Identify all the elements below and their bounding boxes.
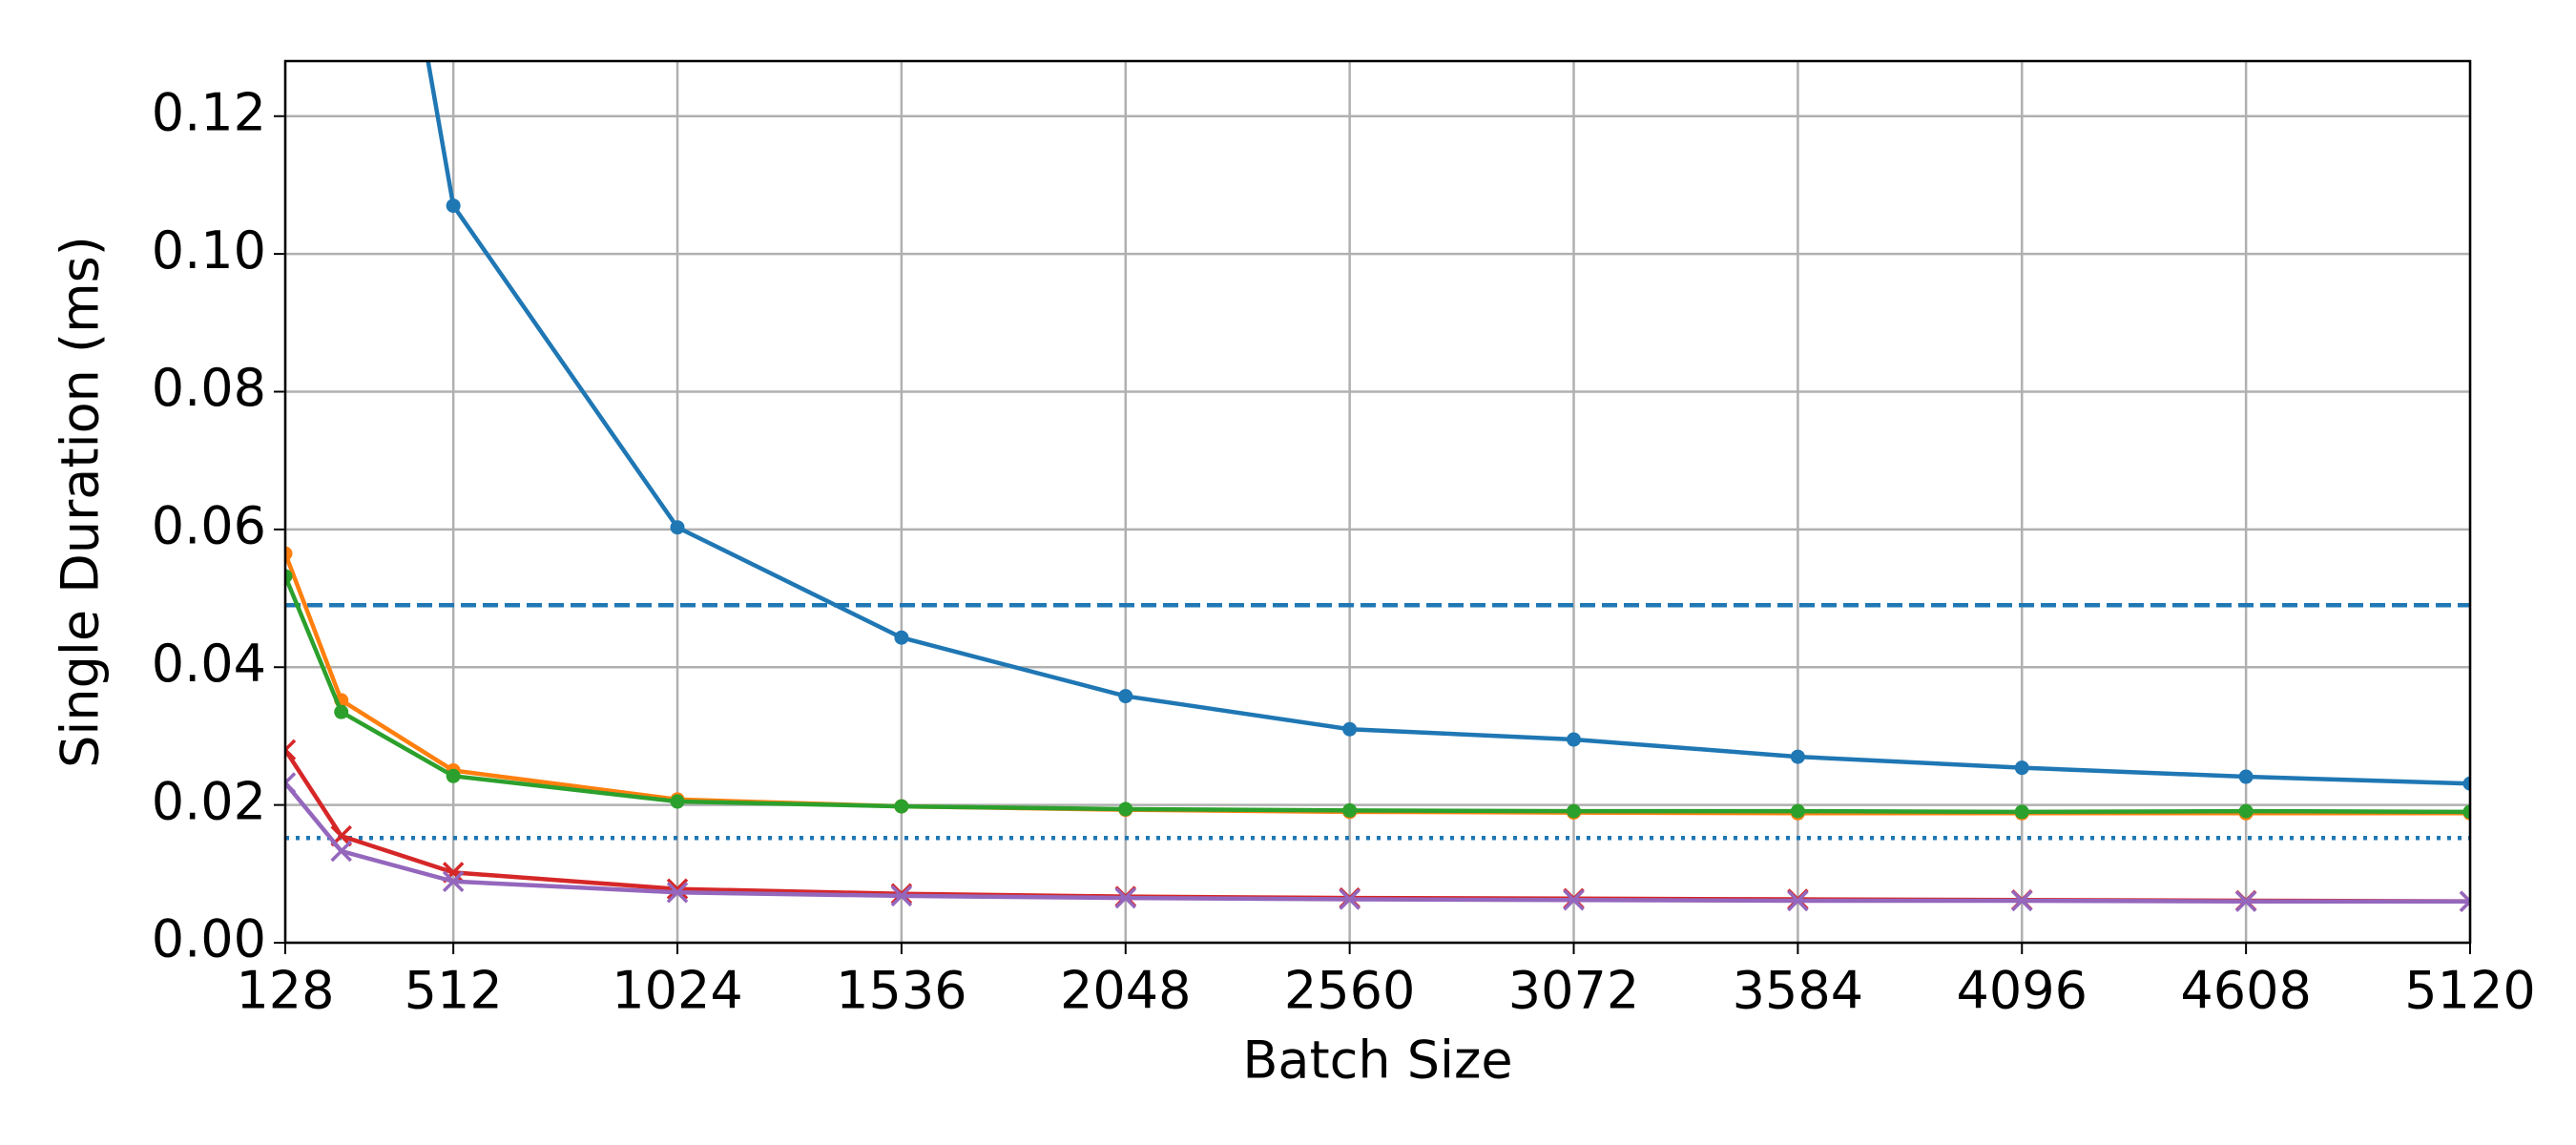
point-marker	[670, 794, 685, 809]
point-marker	[1114, 886, 1137, 909]
x-tick-label: 2048	[1060, 961, 1191, 1021]
x-tick-label: 3072	[1508, 961, 1639, 1021]
point-marker	[894, 799, 909, 814]
plot-area	[285, 61, 2470, 912]
point-marker	[1563, 889, 1585, 911]
point-marker	[2014, 804, 2029, 820]
point-marker	[2238, 769, 2254, 784]
y-tick-label: 0.02	[152, 771, 266, 831]
point-marker	[666, 882, 689, 904]
x-tick-label: 4608	[2180, 961, 2311, 1021]
point-marker	[894, 630, 909, 645]
point-marker	[1567, 803, 1582, 819]
point-marker	[890, 885, 913, 907]
point-marker	[1118, 689, 1133, 704]
x-tick-label: 1536	[836, 961, 966, 1021]
plot-frame	[283, 59, 2472, 945]
point-marker	[1342, 802, 1358, 818]
point-marker	[334, 704, 349, 719]
point-marker	[2014, 760, 2029, 776]
point-marker	[2238, 803, 2254, 819]
series-line	[285, 575, 2470, 815]
point-marker	[1567, 732, 1582, 747]
point-marker	[285, 772, 297, 794]
y-tick-label: 0.12	[152, 82, 266, 142]
point-marker	[285, 569, 293, 584]
point-marker	[2462, 776, 2470, 791]
point-marker	[1339, 888, 1361, 910]
series-line	[426, 61, 2470, 786]
point-marker	[446, 198, 461, 214]
point-marker	[2462, 804, 2470, 820]
point-marker	[1118, 802, 1133, 817]
x-tick-label: 512	[405, 961, 503, 1021]
x-tick-label: 128	[236, 961, 334, 1021]
y-tick-label: 0.10	[152, 220, 266, 281]
point-marker	[285, 546, 293, 561]
point-marker	[330, 840, 352, 863]
point-marker	[442, 870, 465, 892]
y-tick-label: 0.04	[152, 634, 266, 694]
point-marker	[1342, 721, 1358, 737]
point-marker	[1790, 803, 1805, 819]
point-marker	[446, 768, 461, 783]
point-marker	[1790, 749, 1805, 764]
point-marker	[2459, 890, 2470, 912]
y-tick-label: 0.08	[152, 358, 266, 418]
x-tick-label: 5120	[2404, 961, 2535, 1021]
point-marker	[666, 878, 689, 900]
y-tick-label: 0.00	[152, 909, 266, 969]
point-marker	[670, 520, 685, 535]
y-tick-label: 0.06	[152, 496, 266, 556]
point-marker	[2011, 889, 2033, 912]
point-marker	[1787, 889, 1809, 912]
x-tick-label: 4096	[1957, 961, 2088, 1021]
x-tick-label: 3584	[1733, 961, 1863, 1021]
y-axis-label: Single Duration (ms)	[51, 236, 111, 768]
series-line	[285, 781, 2470, 904]
point-marker	[2234, 890, 2257, 912]
point-marker	[285, 739, 297, 761]
x-tick-label: 1024	[612, 961, 742, 1021]
x-axis-label: Batch Size	[1242, 1030, 1512, 1091]
x-tick-label: 2560	[1284, 961, 1415, 1021]
